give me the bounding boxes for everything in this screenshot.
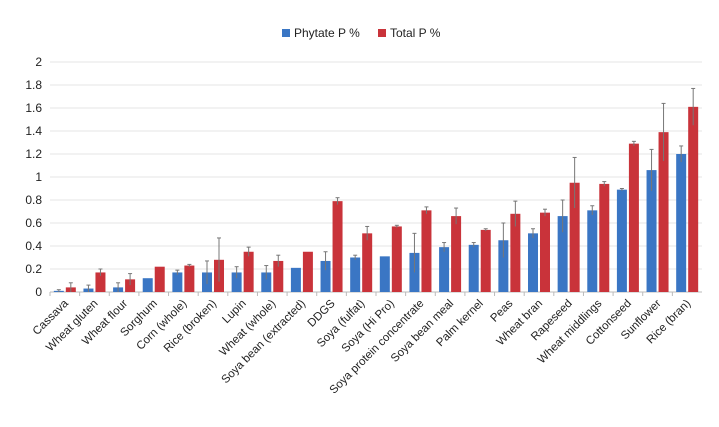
y-tick-label: 0 bbox=[35, 285, 42, 299]
bar-phytate-p bbox=[261, 272, 272, 292]
legend-swatch bbox=[282, 29, 290, 37]
y-tick-label: 1.8 bbox=[25, 78, 42, 92]
legend-label: Total P % bbox=[390, 26, 441, 40]
y-tick-label: 0.6 bbox=[25, 216, 42, 230]
bar-total-p bbox=[451, 216, 462, 292]
y-tick-label: 0.2 bbox=[25, 262, 42, 276]
bar-total-p bbox=[154, 266, 165, 292]
bar-phytate-p bbox=[676, 154, 687, 292]
y-tick-label: 1 bbox=[35, 170, 42, 184]
legend-label: Phytate P % bbox=[294, 26, 360, 40]
bar-total-p bbox=[302, 251, 313, 292]
bar-total-p bbox=[421, 210, 432, 292]
bar-total-p bbox=[688, 106, 699, 292]
bar-phytate-p bbox=[646, 170, 657, 292]
bar-phytate-p bbox=[616, 189, 627, 292]
bar-phytate-p bbox=[557, 216, 568, 292]
bar-total-p bbox=[362, 233, 373, 292]
bar-phytate-p bbox=[350, 257, 361, 292]
bar-total-p bbox=[480, 229, 491, 292]
bar-total-p bbox=[599, 183, 610, 292]
bar-total-p bbox=[569, 182, 580, 292]
bar-phytate-p bbox=[172, 272, 183, 292]
bar-total-p bbox=[125, 279, 136, 292]
y-tick-label: 0.4 bbox=[25, 239, 42, 253]
bar-phytate-p bbox=[439, 247, 450, 292]
bar-phytate-p bbox=[587, 210, 598, 292]
y-tick-label: 1.4 bbox=[25, 124, 42, 138]
bar-total-p bbox=[658, 132, 669, 292]
bar-total-p bbox=[184, 265, 195, 292]
y-tick-label: 1.6 bbox=[25, 101, 42, 115]
y-tick-label: 0.8 bbox=[25, 193, 42, 207]
bar-phytate-p bbox=[231, 272, 242, 292]
bar-phytate-p bbox=[320, 260, 331, 292]
bar-phytate-p bbox=[379, 256, 390, 292]
bar-phytate-p bbox=[142, 278, 153, 292]
x-tick-label: Rice (broken) bbox=[162, 298, 219, 355]
bar-total-p bbox=[540, 212, 550, 292]
bar-total-p bbox=[95, 272, 106, 292]
bar-total-p bbox=[628, 143, 639, 292]
bar-total-p bbox=[510, 213, 521, 292]
bar-total-p bbox=[391, 226, 402, 292]
bar-total-p bbox=[332, 201, 343, 292]
bar-phytate-p bbox=[528, 233, 538, 292]
x-tick-label: Peas bbox=[488, 297, 515, 324]
bar-phytate-p bbox=[498, 240, 509, 292]
bar-phytate-p bbox=[468, 244, 479, 292]
bar-total-p bbox=[243, 251, 254, 292]
y-tick-label: 1.2 bbox=[25, 147, 42, 161]
bar-phytate-p bbox=[290, 267, 301, 292]
y-tick-label: 2 bbox=[35, 55, 42, 69]
bar-total-p bbox=[273, 260, 284, 292]
legend-swatch bbox=[378, 29, 386, 37]
